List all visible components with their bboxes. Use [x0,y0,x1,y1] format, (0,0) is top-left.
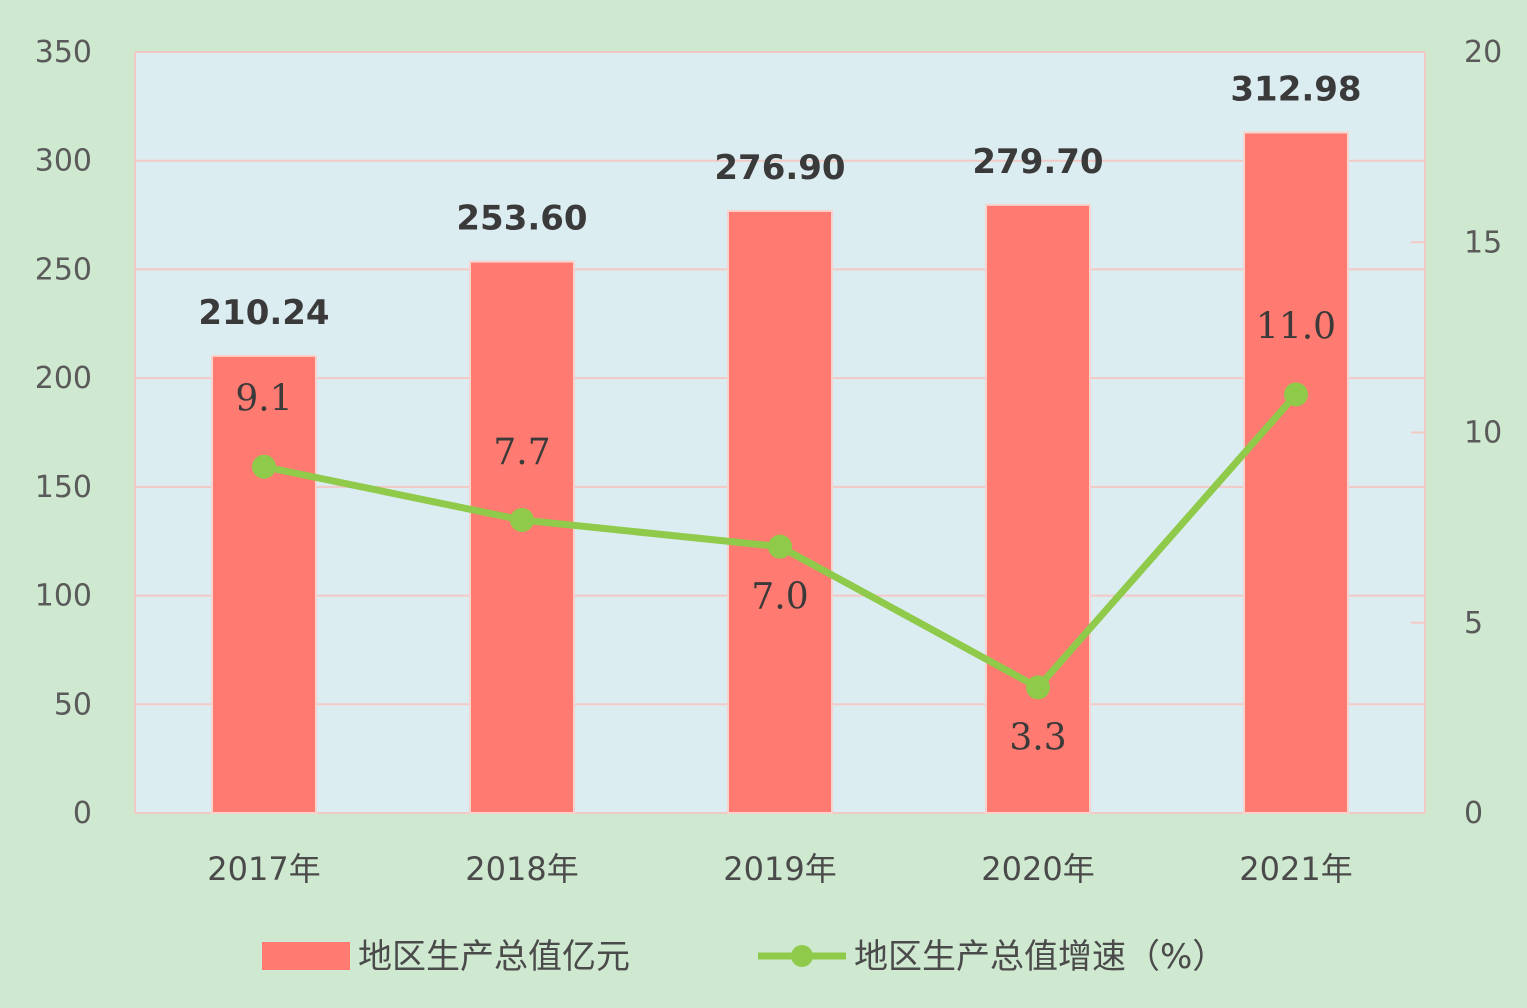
legend-line-label: 地区生产总值增速（%） [854,937,1226,977]
line-value-label: 9.1 [235,379,292,420]
line-point [1284,382,1308,407]
legend-bar-swatch [262,942,350,970]
x-category-label: 2021年 [1239,850,1352,888]
y-left-tick-label: 350 [35,35,92,70]
bar [727,209,833,814]
legend-line-marker [791,945,813,967]
y-right-tick-label: 0 [1464,796,1483,831]
line-value-label: 7.0 [751,577,808,618]
y-right-tick-label: 20 [1464,35,1502,70]
bar [985,203,1091,814]
y-right-tick-label: 15 [1464,225,1502,260]
bar [211,354,317,814]
y-left-tick-label: 250 [35,252,92,287]
y-left-tick-label: 150 [35,470,92,505]
legend-bar-label: 地区生产总值亿元 [358,937,630,977]
y-left-tick-label: 100 [35,579,92,614]
x-category-label: 2017年 [207,850,320,888]
y-left-tick-label: 200 [35,361,92,396]
bar-value-label: 253.60 [456,199,587,239]
x-category-label: 2019年 [723,850,836,888]
line-point [1026,675,1050,700]
line-value-label: 3.3 [1009,717,1066,758]
bar-value-label: 210.24 [198,293,329,333]
y-right-tick-label: 10 [1464,416,1502,451]
bar-value-label: 312.98 [1230,69,1361,109]
bar [469,260,575,814]
y-left-tick-label: 50 [54,687,92,722]
y-left-tick-label: 300 [35,144,92,179]
x-category-label: 2020年 [981,850,1094,888]
line-value-label: 7.7 [493,432,550,473]
x-category-label: 2018年 [465,850,578,888]
line-point [768,534,792,559]
bar [1243,131,1349,814]
y-left-tick-label: 0 [73,796,92,831]
bar-value-label: 279.70 [972,142,1103,182]
bar-value-label: 276.90 [714,148,845,188]
line-value-label: 11.0 [1256,306,1336,347]
line-point [252,454,276,479]
y-right-tick-label: 5 [1464,606,1483,641]
line-point [510,508,534,533]
